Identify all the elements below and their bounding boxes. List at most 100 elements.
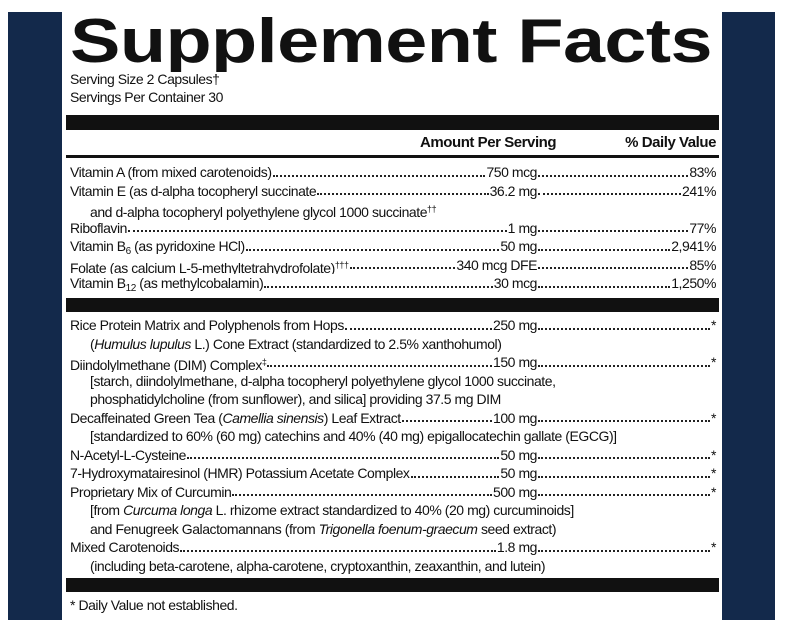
- leader-dots: [538, 409, 710, 422]
- daily-value-cell: 83%: [537, 163, 716, 182]
- leader-dots: [538, 274, 671, 288]
- daily-value: *: [711, 354, 716, 370]
- daily-value-cell: *: [537, 464, 716, 483]
- text-segment: Humulus lupulus: [94, 335, 191, 352]
- leader-dots: [245, 237, 500, 251]
- name-amount: Rice Protein Matrix and Polyphenols from…: [70, 316, 537, 335]
- serving-size: Serving Size 2 Capsules†: [70, 71, 220, 87]
- text-segment: Trigonella foenum-graecum: [318, 520, 478, 537]
- vitamins-section: Vitamin A (from mixed carotenoids) 750 mc…: [70, 163, 716, 293]
- leader-dots: [349, 256, 456, 269]
- name-amount: N-Acetyl-L-Cysteine 50 mg: [70, 446, 537, 465]
- daily-value: *: [711, 483, 716, 500]
- text-segment: N-Acetyl-L-Cysteine: [70, 446, 186, 463]
- text-segment: and d-alpha tocopheryl polyethylene glyc…: [90, 204, 428, 220]
- text-segment: 6: [125, 246, 132, 256]
- leader-dots: [186, 446, 500, 459]
- nutrient-row: Vitamin B6 (as pyridoxine HCl) 50 mg 2,941…: [70, 237, 716, 256]
- name-amount: Decaffeinated Green Tea (Camellia sinens…: [70, 409, 537, 428]
- leader-dots: [232, 483, 492, 496]
- daily-value-cell: 2,941%: [537, 237, 716, 256]
- text-segment: L. rhizome extract standardized to 40% (…: [212, 502, 575, 518]
- nutrient-row: Vitamin B12 (as methylcobalamin) 30 mcg 1,…: [70, 274, 716, 293]
- text-segment: Vitamin B: [70, 275, 126, 291]
- nutrient-note: and Fenugreek Galactomannans (from Trigo…: [70, 520, 716, 539]
- name-amount: 7-Hydroxymatairesinol (HMR) Potassium Ac…: [70, 464, 537, 483]
- thick-rule: [66, 115, 719, 130]
- daily-value-cell: *: [537, 446, 716, 465]
- amount: 250 mg: [493, 317, 537, 333]
- name-amount: Vitamin E (as d-alpha tocopheryl succina…: [70, 182, 537, 201]
- nutrient-name: Diindolylmethane (DIM) Complex‡: [70, 353, 267, 372]
- nutrient-row: Proprietary Mix of Curcumin 500 mg *: [70, 483, 716, 502]
- daily-value-cell: *: [537, 353, 716, 372]
- name-amount: Vitamin B6 (as pyridoxine HCl) 50 mg: [70, 237, 537, 256]
- leader-dots: [538, 446, 710, 459]
- nutrient-name: Riboflavin: [70, 219, 127, 238]
- name-amount: Vitamin B12 (as methylcobalamin) 30 mcg: [70, 274, 537, 293]
- text-segment: (as methylcobalamin): [135, 275, 264, 291]
- nutrient-row: Decaffeinated Green Tea (Camellia sinens…: [70, 409, 716, 428]
- text-segment: Vitamin E (as d-alpha tocopheryl succina…: [70, 182, 317, 199]
- daily-value: 1,250%: [671, 275, 716, 291]
- leader-dots: [401, 409, 492, 422]
- nutrient-row: Vitamin E (as d-alpha tocopheryl succina…: [70, 182, 716, 201]
- text-segment: [standardized to 60% (60 mg) catechins a…: [90, 428, 617, 444]
- supplement-label: Supplement Facts Serving Size 2 Capsules…: [62, 12, 722, 620]
- name-amount: Diindolylmethane (DIM) Complex‡ 150 mg: [70, 353, 537, 372]
- leader-dots: [538, 353, 710, 367]
- nutrient-row: Vitamin A (from mixed carotenoids) 750 mc…: [70, 163, 716, 182]
- nutrient-name: Decaffeinated Green Tea (Camellia sinens…: [70, 409, 401, 428]
- text-segment: Diindolylmethane (DIM) Complex: [70, 357, 262, 372]
- nutrient-name: Vitamin A (from mixed carotenoids): [70, 163, 272, 182]
- nutrient-name: Vitamin B12 (as methylcobalamin): [70, 274, 264, 293]
- nutrient-row: 7-Hydroxymatairesinol (HMR) Potassium Ac…: [70, 464, 716, 483]
- amount: 1 mg: [507, 219, 537, 236]
- text-segment: Proprietary Mix of Curcumin: [70, 483, 232, 500]
- leader-dots: [264, 274, 493, 288]
- nutrient-row: Rice Protein Matrix and Polyphenols from…: [70, 316, 716, 335]
- amount: 340 mcg DFE: [456, 256, 537, 273]
- nutrient-name: Folate (as calcium L-5-methyltetrahydrof…: [70, 256, 349, 275]
- text-segment: (including beta-carotene, alpha-carotene…: [90, 557, 546, 574]
- text-segment: Curcuma longa: [123, 502, 213, 518]
- text-segment: seed extract): [477, 520, 557, 537]
- text-segment: 7-Hydroxymatairesinol (HMR) Potassium Ac…: [70, 465, 410, 481]
- leader-dots: [538, 483, 710, 496]
- daily-value: *: [711, 539, 716, 555]
- others-section: Rice Protein Matrix and Polyphenols from…: [70, 316, 716, 575]
- daily-value: *: [711, 446, 716, 463]
- nutrient-row: Mixed Carotenoids 1.8 mg *: [70, 538, 716, 557]
- daily-value-cell: 85%: [537, 256, 716, 275]
- text-segment: 12: [125, 283, 137, 293]
- leader-dots: [538, 538, 710, 552]
- title: Supplement Facts: [70, 14, 712, 72]
- daily-value: *: [711, 409, 716, 426]
- nutrient-name: Rice Protein Matrix and Polyphenols from…: [70, 316, 344, 335]
- nutrient-name: Proprietary Mix of Curcumin: [70, 483, 232, 502]
- text-segment: Riboflavin: [70, 219, 127, 236]
- daily-value-cell: 77%: [537, 219, 716, 238]
- text-segment: L.) Cone Extract (standardized to 2.5% x…: [190, 335, 502, 352]
- text-segment: phosphatidylcholine (from sunflower), an…: [90, 391, 501, 407]
- daily-value-cell: *: [537, 316, 716, 335]
- name-amount: Vitamin A (from mixed carotenoids) 750 mc…: [70, 163, 537, 182]
- nutrient-name: Vitamin E (as d-alpha tocopheryl succina…: [70, 182, 317, 201]
- nutrient-name: Vitamin B6 (as pyridoxine HCl): [70, 237, 245, 256]
- leader-dots: [538, 237, 671, 251]
- nutrient-row: Diindolylmethane (DIM) Complex‡ 150 mg *: [70, 353, 716, 372]
- daily-value: 83%: [689, 164, 716, 180]
- footnote: * Daily Value not established.: [70, 597, 238, 613]
- text-segment: ††: [427, 204, 437, 214]
- nutrient-name: N-Acetyl-L-Cysteine: [70, 446, 186, 465]
- daily-value-cell: 1,250%: [537, 274, 716, 293]
- text-segment: Decaffeinated Green Tea (: [70, 409, 223, 426]
- text-segment: †††: [334, 259, 349, 270]
- amount: 36.2 mg: [489, 182, 537, 199]
- nutrient-note: [from Curcuma longa L. rhizome extract s…: [70, 501, 716, 520]
- daily-value: *: [711, 465, 716, 481]
- amount: 50 mg: [500, 446, 537, 463]
- leader-dots: [267, 353, 492, 367]
- text-segment: Vitamin B: [70, 238, 126, 254]
